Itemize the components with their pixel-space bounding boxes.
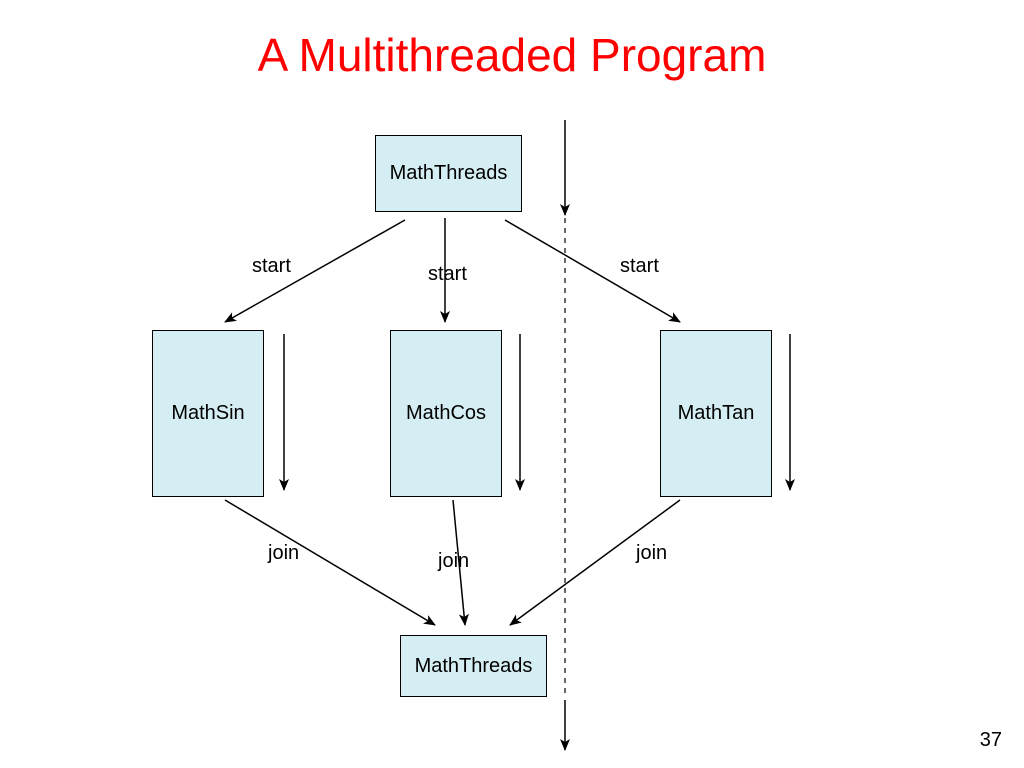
edge-label-join: join: [438, 550, 469, 573]
node-maththreads-bottom: MathThreads: [400, 635, 547, 697]
edge-label-join: join: [268, 542, 299, 565]
edge-label-start: start: [428, 263, 467, 286]
page-title: A Multithreaded Program: [0, 28, 1024, 82]
node-mathtan: MathTan: [660, 330, 772, 497]
node-maththreads-top: MathThreads: [375, 135, 522, 212]
page-number: 37: [980, 729, 1002, 752]
node-label: MathCos: [406, 402, 486, 425]
edge-label-start: start: [620, 255, 659, 278]
node-mathsin: MathSin: [152, 330, 264, 497]
edge-label-start: start: [252, 255, 291, 278]
node-label: MathThreads: [415, 655, 533, 678]
node-label: MathTan: [678, 402, 755, 425]
node-mathcos: MathCos: [390, 330, 502, 497]
node-label: MathSin: [171, 402, 244, 425]
node-label: MathThreads: [390, 162, 508, 185]
edge-label-join: join: [636, 542, 667, 565]
